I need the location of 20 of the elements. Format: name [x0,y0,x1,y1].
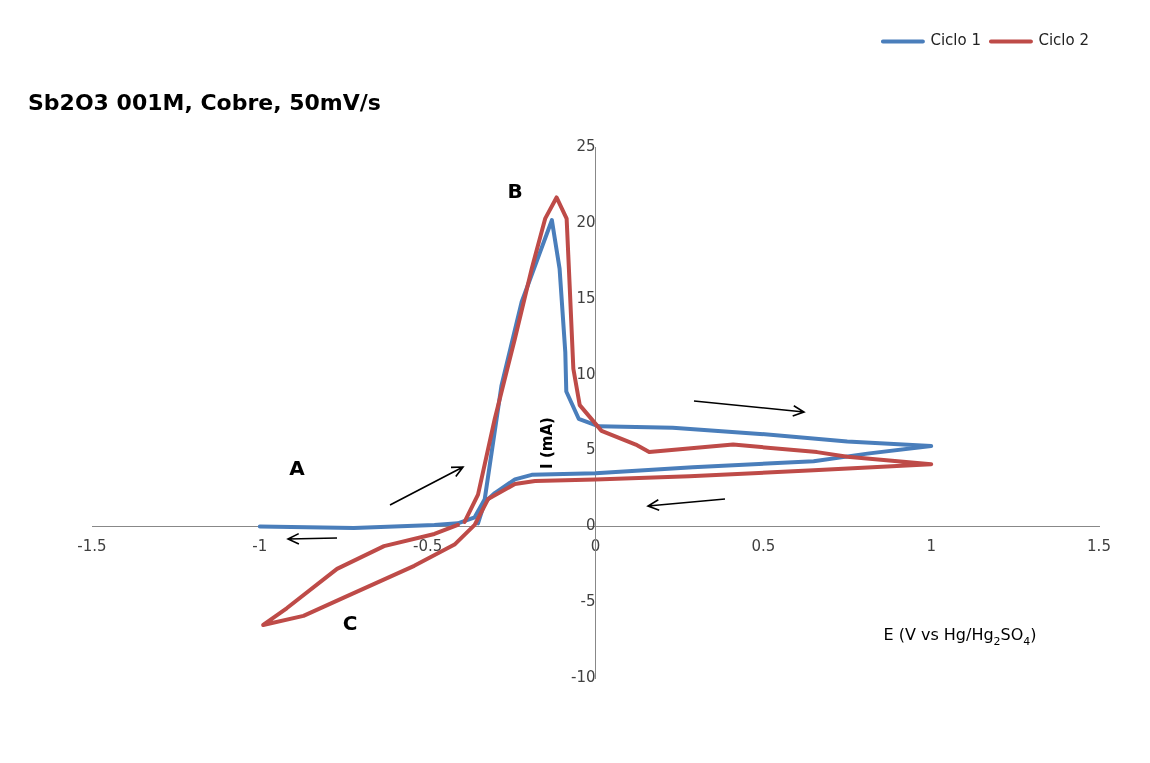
annotation: A [289,456,306,481]
y-tick-label: -10 [571,667,596,686]
y-tick-label: 20 [576,213,596,232]
y-tick-label: 5 [585,440,596,459]
legend-label: Ciclo 2 [1038,31,1089,50]
y-axis-title: I (mA) [537,417,556,469]
annotation: C [342,611,358,636]
x-tick-label: 1.5 [1087,537,1111,556]
chart-title: Sb2O3 001M, Cobre, 50mV/s [28,90,381,115]
annotation: B [507,179,523,204]
x-tick-label: -1.5 [77,537,107,556]
y-tick-label: -5 [580,592,596,611]
y-tick-label: 15 [576,288,596,307]
y-tick-label: 25 [576,137,596,156]
x-tick-label: -0.5 [413,537,443,556]
legend-label: Ciclo 1 [930,31,981,50]
x-tick-label: 0.5 [751,537,776,556]
y-tick-label: 10 [576,364,596,383]
x-tick-label: -1 [252,537,268,556]
x-tick-label: 1 [926,537,936,556]
